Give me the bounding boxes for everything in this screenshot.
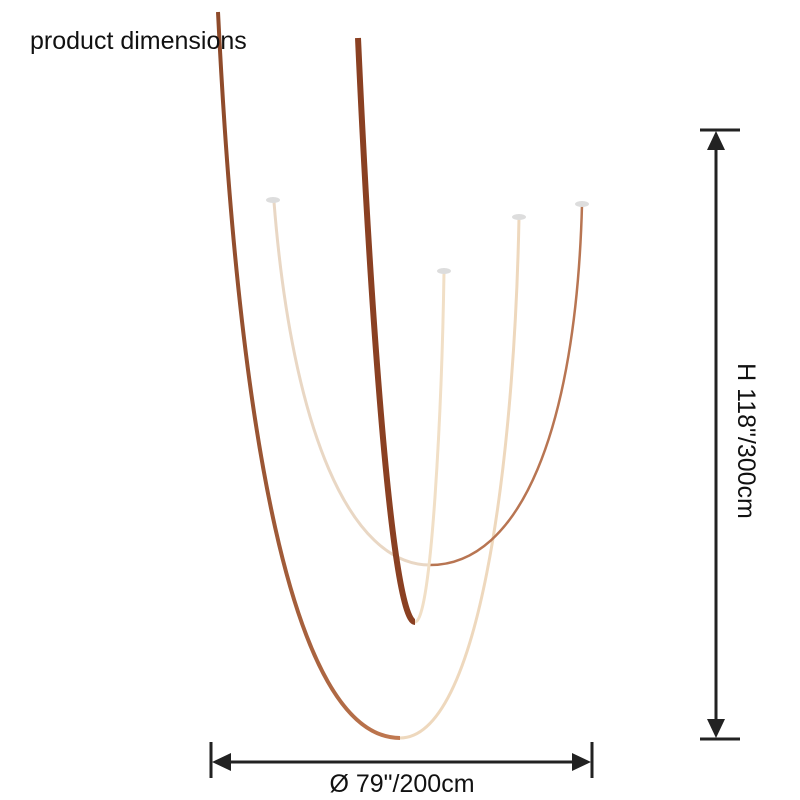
arrowhead	[707, 719, 725, 738]
inner-ring-light	[414, 271, 446, 624]
arrowhead	[212, 753, 231, 771]
diameter-label: Ø 79"/200cm	[329, 770, 474, 798]
outer-ring-light	[399, 217, 521, 740]
outer-ring-copper	[216, 11, 401, 740]
ceiling-mount	[437, 268, 451, 274]
height-label: H 118"/300cm	[732, 363, 760, 519]
title: product dimensions	[30, 27, 247, 55]
ceiling-mount	[575, 201, 589, 207]
arrowhead	[572, 753, 591, 771]
middle-ring-copper	[429, 204, 584, 567]
width-arrow	[209, 742, 594, 778]
height-arrow	[700, 128, 740, 741]
ceiling-mount	[512, 214, 526, 220]
inner-ring-copper	[355, 37, 417, 625]
ceiling-mount	[266, 197, 280, 203]
arrowhead	[707, 131, 725, 150]
